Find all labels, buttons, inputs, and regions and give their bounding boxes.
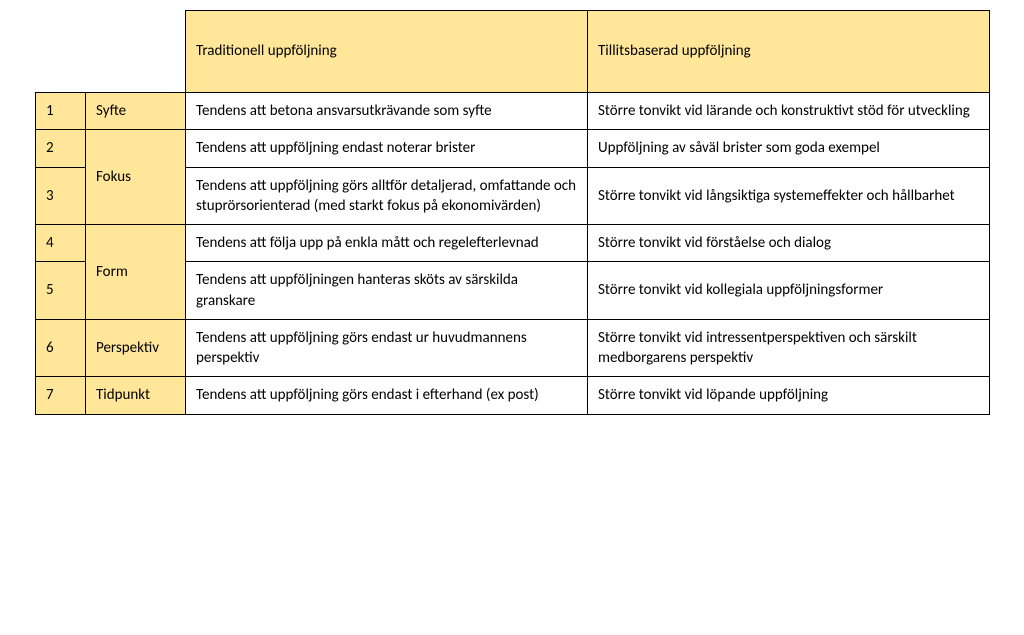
row-number: 2 <box>36 130 86 167</box>
row-number: 4 <box>36 225 86 262</box>
cell-traditional: Tendens att uppföljning görs endast ur h… <box>186 319 588 377</box>
table-row: 1 Syfte Tendens att betona ansvarsutkräv… <box>36 93 990 130</box>
row-category: Perspektiv <box>86 319 186 377</box>
row-category: Syfte <box>86 93 186 130</box>
header-trust-based: Tillitsbaserad uppföljning <box>588 11 990 93</box>
row-category: Tidpunkt <box>86 377 186 414</box>
cell-trust-based: Större tonvikt vid förståelse och dialog <box>588 225 990 262</box>
cell-traditional: Tendens att uppföljningen hanteras sköts… <box>186 262 588 320</box>
cell-trust-based: Större tonvikt vid lärande och konstrukt… <box>588 93 990 130</box>
cell-traditional: Tendens att följa upp på enkla mått och … <box>186 225 588 262</box>
row-category: Fokus <box>86 130 186 225</box>
table-header-row: Traditionell uppföljning Tillitsbaserad … <box>36 11 990 93</box>
cell-trust-based: Större tonvikt vid långsiktiga systemeff… <box>588 167 990 225</box>
cell-traditional: Tendens att uppföljning görs endast i ef… <box>186 377 588 414</box>
row-category: Form <box>86 225 186 320</box>
cell-traditional: Tendens att uppföljning görs alltför det… <box>186 167 588 225</box>
row-number: 5 <box>36 262 86 320</box>
cell-trust-based: Större tonvikt vid löpande uppföljning <box>588 377 990 414</box>
row-number: 3 <box>36 167 86 225</box>
header-blank <box>36 11 186 93</box>
cell-trust-based: Större tonvikt vid intressentperspektive… <box>588 319 990 377</box>
cell-trust-based: Uppföljning av såväl brister som goda ex… <box>588 130 990 167</box>
cell-traditional: Tendens att uppföljning endast noterar b… <box>186 130 588 167</box>
cell-trust-based: Större tonvikt vid kollegiala uppföljnin… <box>588 262 990 320</box>
comparison-table: Traditionell uppföljning Tillitsbaserad … <box>35 10 990 415</box>
table-row: 7 Tidpunkt Tendens att uppföljning görs … <box>36 377 990 414</box>
table-row: 2 Fokus Tendens att uppföljning endast n… <box>36 130 990 167</box>
row-number: 7 <box>36 377 86 414</box>
row-number: 1 <box>36 93 86 130</box>
table-row: 4 Form Tendens att följa upp på enkla må… <box>36 225 990 262</box>
header-traditional: Traditionell uppföljning <box>186 11 588 93</box>
cell-traditional: Tendens att betona ansvarsutkrävande som… <box>186 93 588 130</box>
table-row: 6 Perspektiv Tendens att uppföljning gör… <box>36 319 990 377</box>
row-number: 6 <box>36 319 86 377</box>
